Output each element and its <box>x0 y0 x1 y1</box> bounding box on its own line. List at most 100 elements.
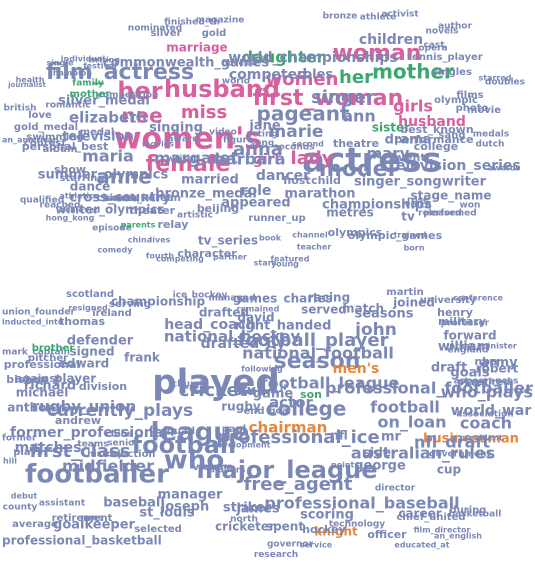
cloud-word-appearances: appearances <box>454 377 519 387</box>
cloud-word-rose: rose <box>407 196 429 206</box>
cloud-word-league: league <box>151 418 250 448</box>
cloud-word-bronze: bronze <box>323 12 358 22</box>
cloud-word-match: match <box>342 302 384 316</box>
cloud-word-her: her <box>339 67 373 88</box>
cloud-word-retirement: retirement <box>52 513 113 524</box>
cloud-word-olympic-games: olympic_games <box>348 229 443 242</box>
cloud-word-cross-country: cross_country <box>69 191 171 206</box>
cloud-word-world: world <box>222 77 250 87</box>
cloud-word-national-hockey: national_hockey <box>164 328 300 346</box>
cloud-word-scotland: scotland <box>66 289 114 300</box>
cloud-word-manager: manager <box>158 488 223 503</box>
cloud-word-love: love <box>28 110 52 121</box>
cloud-word-fourth: fourth <box>146 252 174 261</box>
cloud-word-championships: championships <box>322 198 432 213</box>
cloud-word-footballer: footballer <box>25 460 169 490</box>
cloud-word-relay: relay <box>158 218 189 231</box>
cloud-word-commonwealth-games: commonwealth_games <box>103 56 269 71</box>
cloud-word-nominated: nominated <box>128 24 182 34</box>
cloud-word-professional-footballer: professional_footballer <box>325 379 533 398</box>
cloud-word-south-korean: south_korean <box>105 193 181 204</box>
cloud-word-daughter: daughter <box>242 48 325 67</box>
cloud-word-host: host <box>283 174 310 187</box>
cloud-word-seasons: seasons <box>355 307 414 322</box>
women-word-cloud: women's actress female her husband film_actre… <box>2 9 526 269</box>
cloud-word-films: films <box>456 90 483 101</box>
cloud-word-play: play <box>457 377 481 388</box>
cloud-word-player: player <box>54 372 96 386</box>
cloud-word-champion: champion <box>48 69 92 78</box>
cloud-word-film-actress: film_actress <box>46 60 194 85</box>
cloud-word-parents: parents <box>121 221 156 230</box>
cloud-word-an-english: an_english <box>434 532 482 541</box>
cloud-word-movies: movies <box>142 140 174 149</box>
cloud-word-award: award <box>167 135 198 145</box>
cloud-word-swimming: swimming <box>26 132 83 143</box>
cloud-word-professional-basketball: professional_basketball <box>2 534 162 549</box>
cloud-word-summer-olympics: summer_olympics <box>38 168 169 183</box>
cloud-word-goalkeeper: goalkeeper <box>53 518 136 533</box>
cloud-word-trained: trained <box>394 231 427 240</box>
cloud-word-service: service <box>300 541 333 550</box>
cloud-word-striker: striker <box>223 501 272 516</box>
cloud-word-theatre: theatre <box>333 137 379 150</box>
cloud-word-british: british <box>3 104 36 114</box>
cloud-word-against: against <box>15 372 61 385</box>
cloud-word-author: author <box>438 22 472 32</box>
cloud-word-teams: teams <box>77 440 108 450</box>
cloud-word-world-war: world_war <box>451 403 532 419</box>
cloud-word-inducted-into: inducted_into <box>2 318 64 327</box>
cloud-word-competing: competing <box>156 255 204 264</box>
cloud-word-female: female <box>146 152 231 177</box>
cloud-word-championship: championship <box>111 295 206 309</box>
cloud-word-development: development <box>211 441 270 450</box>
cloud-word-maria: maria <box>82 147 134 166</box>
cloud-word-officer: officer <box>367 528 407 541</box>
cloud-word-played: played <box>152 363 279 403</box>
cloud-word-partner: partner <box>213 253 247 262</box>
cloud-word-bronze-medal: bronze_medal <box>155 187 257 202</box>
cloud-word-george: george <box>354 459 406 474</box>
cloud-word-hockey: hockey <box>302 523 346 536</box>
cloud-word-silver-medal: silver_medal <box>58 94 150 109</box>
cloud-word-men-s: men's <box>333 361 380 377</box>
cloud-word-ann: ann <box>342 107 376 126</box>
cloud-word-lives: lives <box>150 236 171 245</box>
cloud-word-college: college <box>266 397 347 421</box>
cloud-word-novels: novels <box>425 27 458 37</box>
cloud-word-ireland: ireland <box>92 308 132 319</box>
cloud-word-basketball: basketball <box>449 510 502 520</box>
cloud-word-resigned: resigned <box>68 304 108 313</box>
cloud-word-roles: roles <box>297 68 334 83</box>
cloud-word-government: government <box>429 450 491 460</box>
cloud-word-rugby-union: rugby_union <box>32 398 136 416</box>
cloud-word-north: north <box>230 515 258 525</box>
cloud-word-first-woman: first_woman <box>253 86 404 111</box>
cloud-word-husband: husband <box>398 114 466 130</box>
cloud-word-game: game <box>253 387 294 402</box>
cloud-word-conference: conference <box>453 294 504 303</box>
cloud-word-nba: nba <box>474 355 497 368</box>
cloud-word-end: end <box>243 406 264 417</box>
cloud-word-division: division <box>79 380 127 393</box>
cloud-word-singer-songwriter: singer_songwriter <box>354 175 487 190</box>
cloud-word-show: show <box>54 163 86 176</box>
cloud-word-president: president <box>459 434 502 443</box>
cloud-word-major-league: major_league <box>197 456 378 484</box>
cloud-word-metres: metres <box>326 206 374 220</box>
men-cloud-backdrop <box>4 285 530 559</box>
cloud-word-drama: drama <box>385 133 432 148</box>
cloud-word-squad: squad <box>161 426 195 437</box>
cloud-word-film-director: film_director <box>414 526 471 535</box>
cloud-word-marie: marie <box>269 122 324 142</box>
cloud-word-activist: activist <box>381 10 419 20</box>
cloud-word-china: china <box>128 236 152 245</box>
cloud-word-barbara: barbara <box>214 150 285 169</box>
cloud-word-players: players <box>208 466 245 476</box>
cloud-word-novelist: novelist <box>222 59 258 68</box>
cloud-word-businessman: businessman <box>423 432 519 447</box>
cloud-word-national-football: national_football <box>242 344 394 363</box>
cloud-word-performed: performed <box>423 209 476 219</box>
cloud-word-photo: photo <box>456 103 489 114</box>
cloud-word-richard: richard <box>24 379 76 394</box>
